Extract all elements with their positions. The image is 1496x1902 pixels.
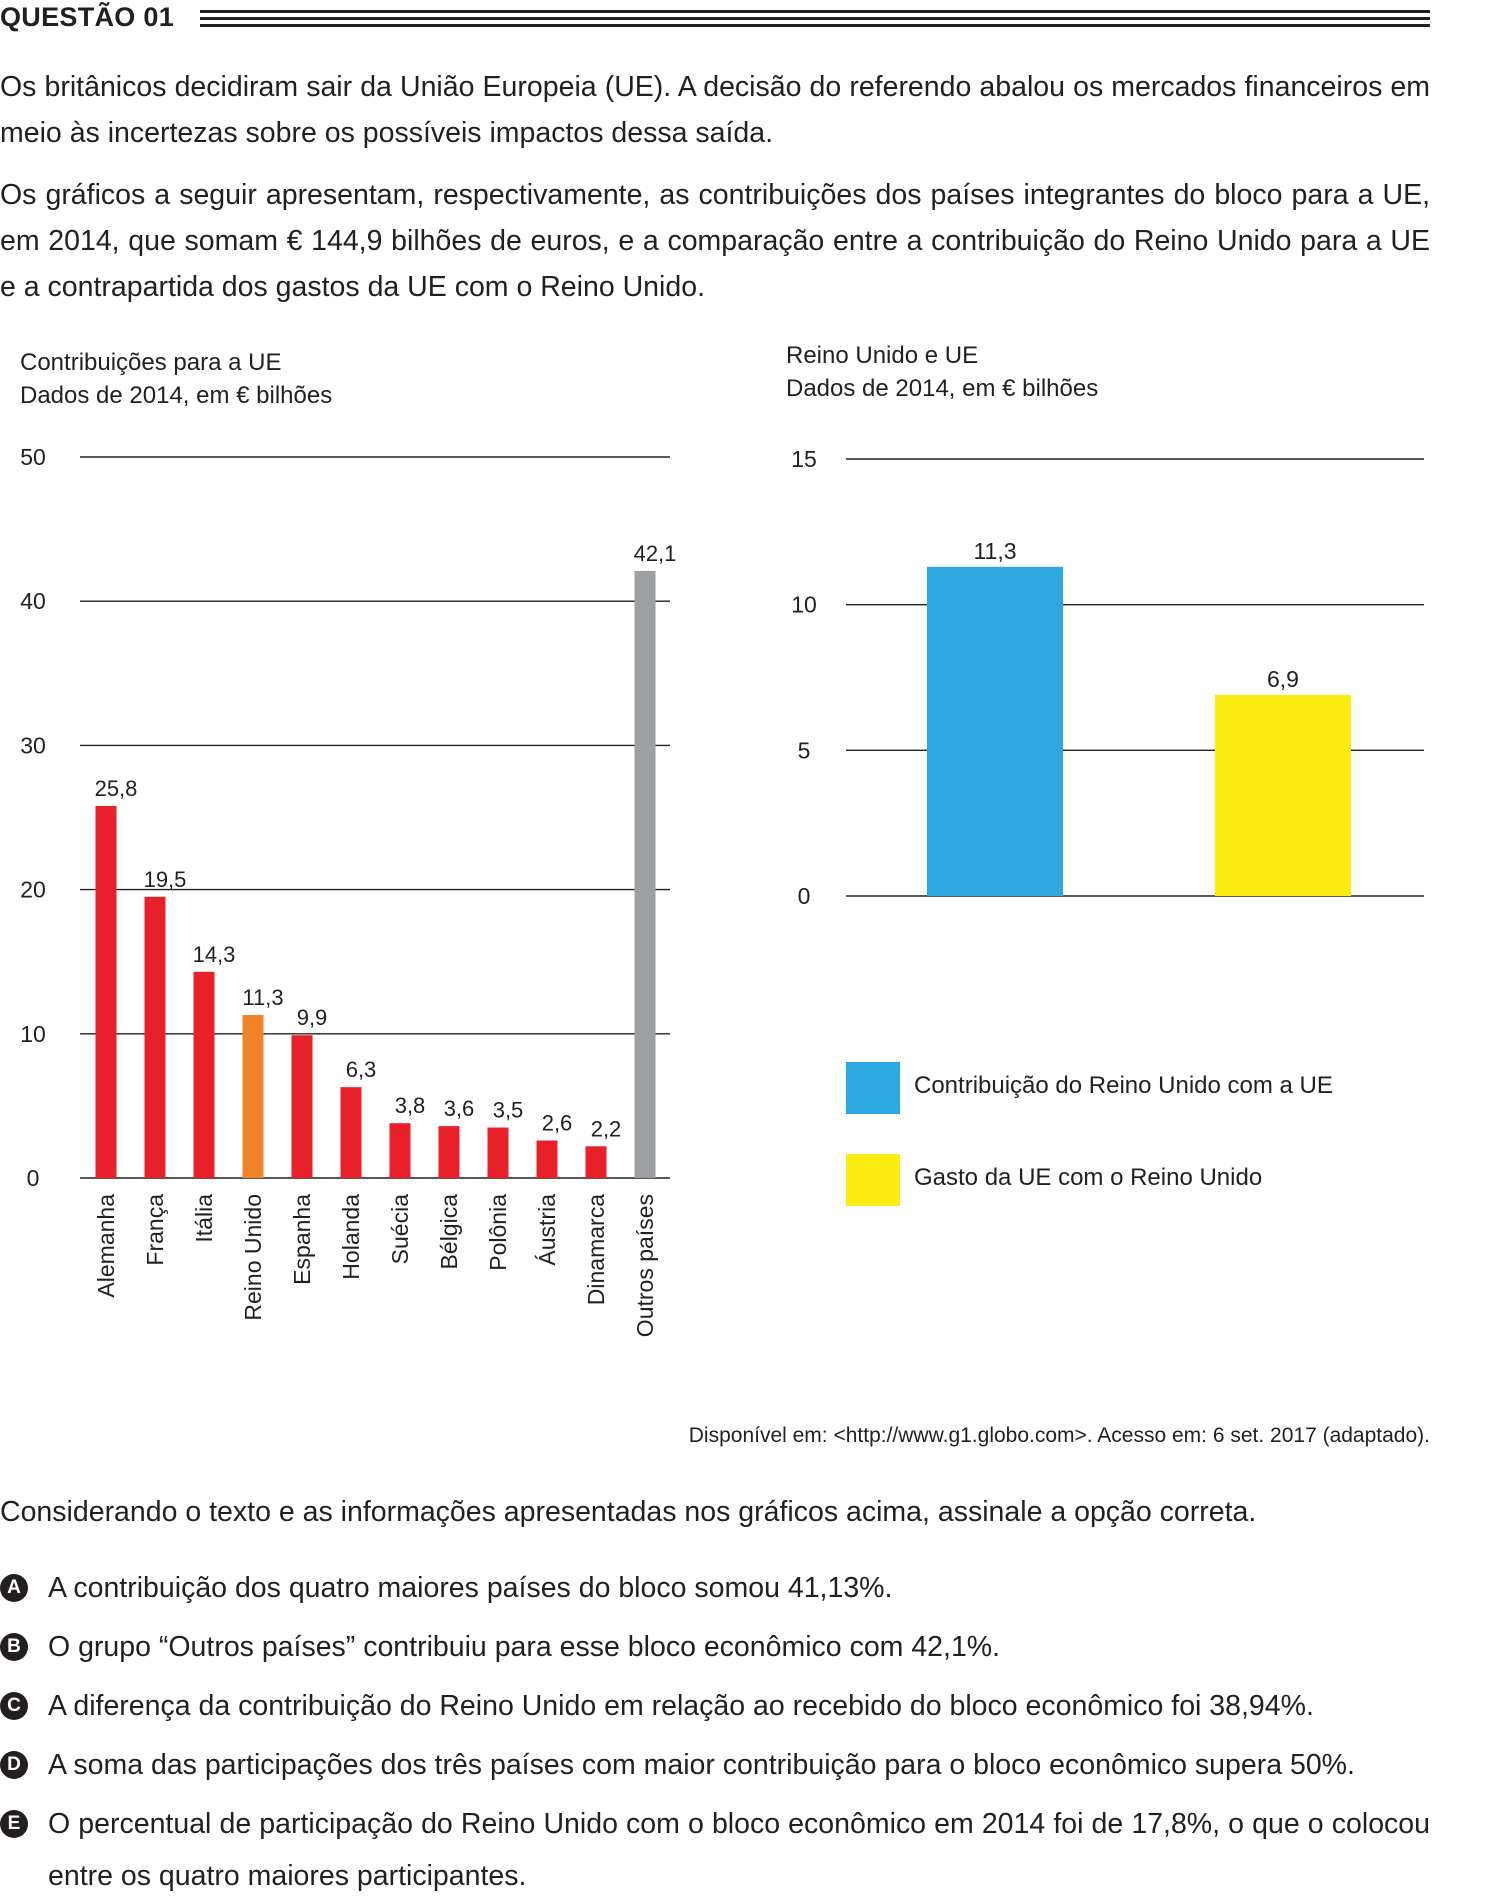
question-prompt: Considerando o texto e as informações ap… bbox=[0, 1496, 1257, 1528]
header-rule bbox=[200, 24, 1430, 27]
y-tick-label: 20 bbox=[20, 877, 46, 903]
bar bbox=[242, 1015, 264, 1178]
option-d-letter: D bbox=[0, 1751, 28, 1779]
chart1-title-block: Contribuições para a UE Dados de 2014, e… bbox=[20, 346, 332, 412]
contributions-chart: Contribuições para a UE Dados de 2014, e… bbox=[0, 344, 700, 1364]
header-rule bbox=[200, 10, 1430, 13]
x-tick-label: Holanda bbox=[338, 1194, 364, 1280]
bar-value-label: 9,9 bbox=[297, 1005, 328, 1030]
y-tick-label: 10 bbox=[791, 592, 817, 618]
chart1-svg: 0 10 20 30 40 50 25,8 Alemanha 19,5 França 14,3 Itá… bbox=[20, 444, 677, 1337]
y-tick-label: 40 bbox=[20, 588, 46, 614]
bar-value-label: 19,5 bbox=[144, 867, 187, 892]
source-citation: Disponível em: <http://www.g1.globo.com>… bbox=[688, 1424, 1430, 1447]
chart1-subtitle: Dados de 2014, em € bilhões bbox=[20, 382, 333, 409]
y-tick-label: 0 bbox=[798, 883, 811, 909]
chart2-title: Reino Unido e UE bbox=[786, 342, 979, 369]
x-tick-label: Bélgica bbox=[436, 1194, 462, 1270]
bar bbox=[340, 1087, 362, 1178]
bar-value-label: 14,3 bbox=[193, 942, 236, 967]
bar-value-label: 42,1 bbox=[634, 541, 677, 566]
chart2-subtitle: Dados de 2014, em € bilhões bbox=[786, 375, 1099, 402]
x-tick-label: Reino Unido bbox=[240, 1194, 266, 1321]
bar bbox=[95, 805, 117, 1178]
bar-value-label: 6,9 bbox=[1267, 666, 1299, 692]
option-b-letter: B bbox=[0, 1633, 28, 1661]
header-rule bbox=[200, 17, 1430, 20]
x-tick-label: Dinamarca bbox=[583, 1194, 609, 1305]
legend-swatch-expense bbox=[846, 1154, 900, 1206]
bar bbox=[927, 566, 1063, 896]
bar bbox=[487, 1127, 509, 1178]
legend-label-expense: Gasto da UE com o Reino Unido bbox=[914, 1164, 1263, 1191]
x-tick-label: Espanha bbox=[289, 1194, 315, 1285]
bar-value-label: 6,3 bbox=[346, 1057, 377, 1082]
x-tick-label: França bbox=[142, 1194, 168, 1266]
option-d-text: A soma das participações dos três países… bbox=[48, 1749, 1355, 1781]
chart1-title: Contribuições para a UE bbox=[20, 349, 282, 376]
option-e-letter: E bbox=[0, 1810, 28, 1838]
option-c-letter: C bbox=[0, 1692, 28, 1720]
uk-eu-chart: Reino Unido e UE Dados de 2014, em € bil… bbox=[760, 342, 1440, 924]
x-tick-label: Suécia bbox=[387, 1194, 413, 1265]
bar-value-label: 11,3 bbox=[242, 985, 283, 1010]
bar bbox=[1215, 694, 1351, 896]
x-tick-label: Outros países bbox=[632, 1194, 658, 1337]
intro-paragraph-1: Os britânicos decidiram sair da União Eu… bbox=[0, 71, 1430, 149]
y-tick-label: 10 bbox=[20, 1021, 46, 1047]
legend-swatch-contribution bbox=[846, 1062, 900, 1114]
y-tick-label: 15 bbox=[791, 446, 817, 472]
y-tick-label: 50 bbox=[20, 444, 46, 470]
option-e-text: O percentual de participação do Reino Un… bbox=[48, 1808, 1430, 1892]
bar bbox=[438, 1126, 460, 1178]
bar bbox=[193, 971, 215, 1178]
y-tick-label: 5 bbox=[798, 737, 811, 763]
chart2-svg: 0 5 10 15 11,3 6,9 bbox=[791, 446, 1424, 909]
y-tick-label: 30 bbox=[20, 732, 46, 758]
bar bbox=[389, 1123, 411, 1178]
option-a-text: A contribuição dos quatro maiores países… bbox=[48, 1572, 893, 1604]
bar bbox=[536, 1140, 558, 1178]
bar-value-label: 2,6 bbox=[542, 1111, 573, 1136]
legend-item-expense: Gasto da UE com o Reino Unido bbox=[846, 1154, 1406, 1210]
question-title: QUESTÃO 01 bbox=[0, 2, 175, 32]
x-tick-label: Polônia bbox=[485, 1194, 511, 1271]
x-tick-label: Áustria bbox=[534, 1194, 560, 1266]
option-b-text: O grupo “Outros países” contribuiu para … bbox=[48, 1631, 1001, 1663]
option-c-text: A diferença da contribuição do Reino Uni… bbox=[48, 1690, 1314, 1722]
x-tick-label: Itália bbox=[191, 1194, 217, 1243]
legend-label-contribution: Contribuição do Reino Unido com a UE bbox=[914, 1072, 1333, 1099]
bar-value-label: 2,2 bbox=[591, 1116, 622, 1141]
bar-value-label: 3,8 bbox=[395, 1093, 426, 1118]
bar bbox=[144, 896, 166, 1178]
y-tick-label: 0 bbox=[27, 1165, 40, 1191]
bar bbox=[634, 570, 656, 1178]
bar-value-label: 25,8 bbox=[95, 776, 138, 801]
option-a-letter: A bbox=[0, 1574, 28, 1602]
x-tick-label: Alemanha bbox=[93, 1194, 119, 1298]
legend-item-contribution: Contribuição do Reino Unido com a UE bbox=[846, 1062, 1406, 1118]
bar-value-label: 11,3 bbox=[973, 538, 1016, 564]
intro-paragraph-2: Os gráficos a seguir apresentam, respect… bbox=[0, 179, 1430, 303]
bar-value-label: 3,6 bbox=[444, 1096, 475, 1121]
bar-value-label: 3,5 bbox=[493, 1098, 524, 1123]
bar bbox=[291, 1035, 313, 1178]
chart2-title-block: Reino Unido e UE Dados de 2014, em € bil… bbox=[786, 339, 1098, 405]
bar bbox=[585, 1146, 607, 1178]
question-header: QUESTÃO 01 bbox=[0, 0, 1430, 40]
